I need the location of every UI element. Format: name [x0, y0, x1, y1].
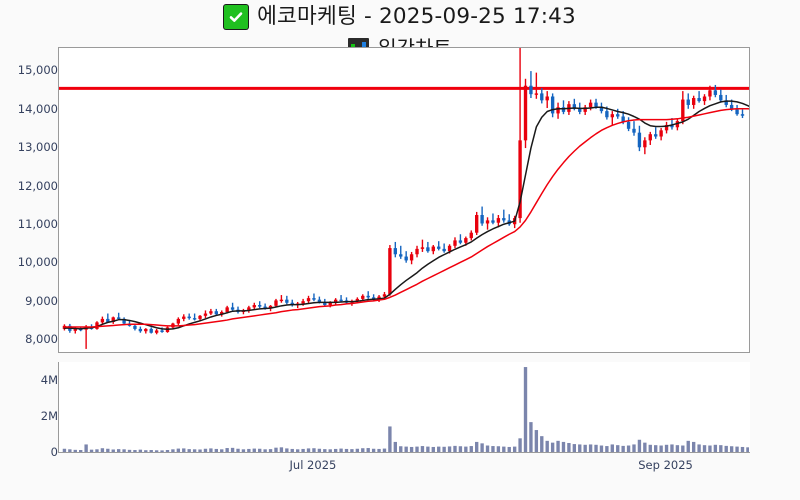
volume-axis-tick-label: 4M [40, 373, 58, 387]
title-row: 에코마케팅 - 2025-09-25 17:43 [0, 2, 800, 32]
volume-series [62, 367, 749, 452]
page-title: 에코마케팅 - 2025-09-25 17:43 [257, 4, 576, 30]
date-axis-tick-label: Jul 2025 [289, 458, 337, 472]
price-axis-tick-label: 10,000 [17, 255, 58, 270]
moving-average-line [63, 108, 749, 328]
price-chart-panel [58, 47, 750, 353]
volume-axis-tick-label: 0 [50, 445, 58, 459]
price-axis-tick-label: 12,000 [17, 178, 58, 193]
price-axis-tick-label: 9,000 [25, 293, 58, 308]
volume-chart-panel [58, 362, 750, 453]
price-axis-tick-label: 8,000 [25, 332, 58, 347]
moving-average-line [63, 100, 749, 331]
price-chart-svg [59, 48, 749, 349]
price-axis-tick-label: 14,000 [17, 101, 58, 116]
candlestick-series [62, 48, 745, 349]
volume-chart-svg [62, 367, 749, 452]
y-axis: 8,000 9,000 10,000 11,000 12,000 13,000 14,000… [0, 0, 58, 500]
price-axis-tick-label: 13,000 [17, 140, 58, 155]
date-axis-tick-label: Sep 2025 [638, 458, 693, 472]
volume-axis-tick-label: 2M [40, 409, 58, 423]
check-icon [224, 5, 249, 29]
price-axis-tick-label: 11,000 [17, 217, 58, 231]
price-axis-tick-label: 15,000 [17, 63, 58, 78]
